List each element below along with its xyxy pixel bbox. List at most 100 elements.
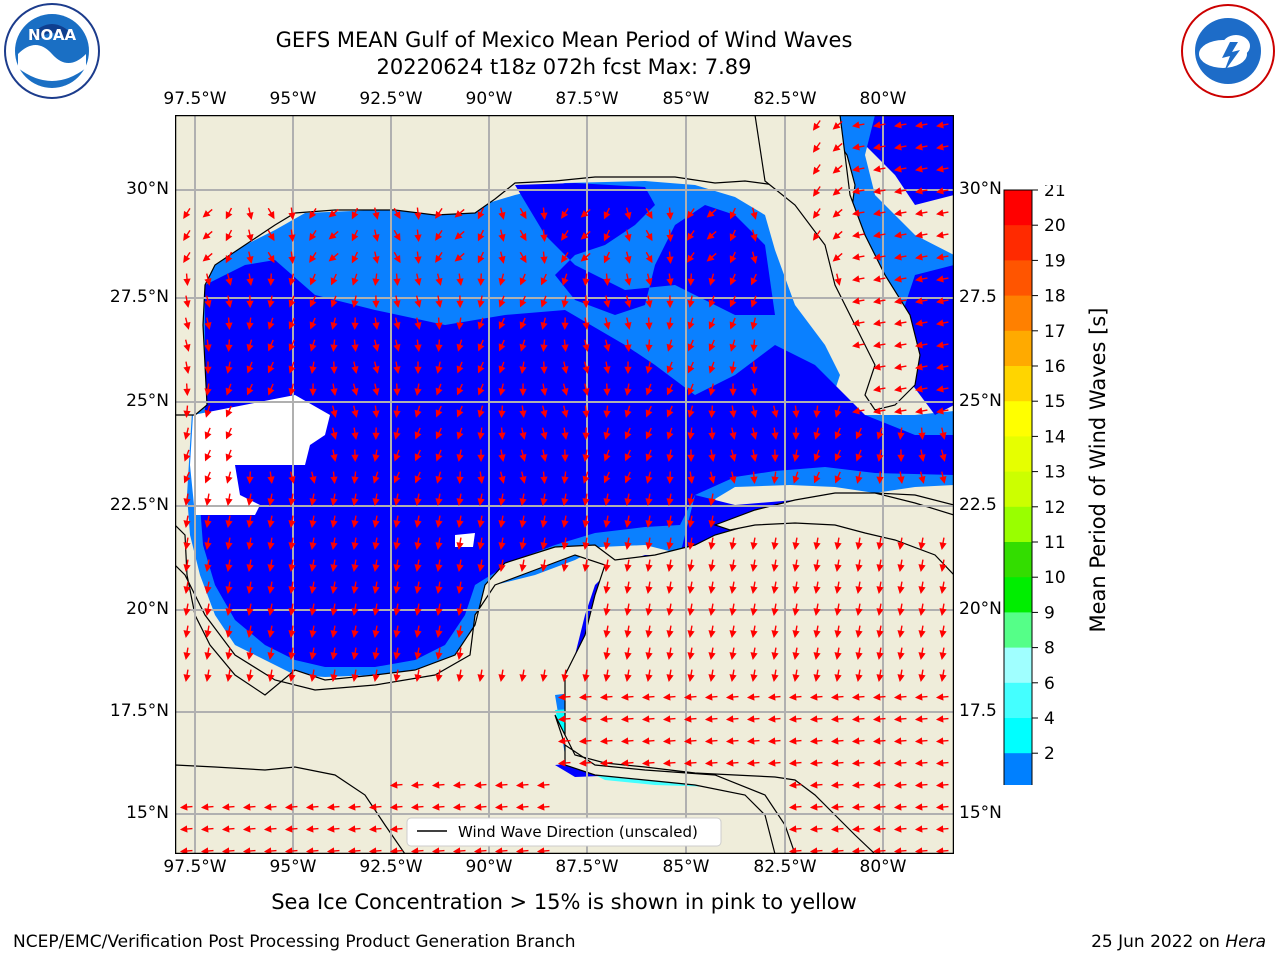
wind-arrow xyxy=(183,647,191,660)
wind-arrow xyxy=(725,693,739,701)
wind-arrow xyxy=(540,405,548,418)
wind-arrow xyxy=(225,273,233,286)
wind-arrow xyxy=(582,449,590,462)
wind-arrow xyxy=(536,803,550,811)
colorbar-cell xyxy=(1004,260,1032,297)
wind-arrow xyxy=(473,847,487,854)
wind-arrow xyxy=(225,295,233,308)
wind-arrow xyxy=(393,581,401,594)
lon-label-bottom: 92.5°W xyxy=(359,857,423,877)
wind-arrow xyxy=(624,361,632,375)
map-subtitle: 20220624 t18z 072h fcst Max: 7.89 xyxy=(376,55,752,79)
colorbar-tick-label: 9 xyxy=(1044,603,1055,623)
wind-arrow xyxy=(330,361,338,375)
wind-arrow xyxy=(204,559,212,572)
wind-arrow xyxy=(624,669,632,682)
wind-arrow xyxy=(834,405,842,418)
wind-arrow xyxy=(893,803,907,811)
colorbar-cell xyxy=(1004,647,1032,684)
wind-arrow xyxy=(326,803,340,811)
wind-arrow xyxy=(812,142,821,153)
wind-arrow xyxy=(540,251,548,265)
wind-arrow xyxy=(603,427,611,440)
wind-arrow xyxy=(454,208,465,218)
wind-arrow xyxy=(267,625,275,638)
wind-arrow xyxy=(936,209,949,217)
wind-arrow xyxy=(519,317,527,330)
wind-arrow xyxy=(704,693,718,701)
wind-arrow xyxy=(876,559,884,572)
wind-arrow xyxy=(915,275,928,283)
wind-arrow xyxy=(414,515,422,528)
wind-arrow xyxy=(641,737,655,745)
wind-arrow xyxy=(267,669,275,682)
wind-arrow xyxy=(288,361,296,374)
colorbar-cell xyxy=(1004,753,1032,785)
wind-arrow xyxy=(351,229,359,242)
wind-arrow xyxy=(477,537,485,550)
wind-arrow xyxy=(519,471,527,484)
wind-arrow xyxy=(708,559,716,572)
wind-arrow xyxy=(893,825,907,833)
wind-arrow xyxy=(813,537,821,550)
wind-arrow xyxy=(915,297,928,305)
wind-arrow xyxy=(915,209,928,217)
wind-arrow xyxy=(897,559,905,572)
wind-arrow xyxy=(580,230,591,240)
wind-arrow xyxy=(686,208,695,219)
wind-arrow xyxy=(687,405,695,418)
wind-arrow xyxy=(351,427,359,440)
wind-arrow xyxy=(603,383,611,397)
wind-arrow xyxy=(246,317,254,331)
wind-arrow xyxy=(876,427,884,440)
wind-arrow xyxy=(498,405,506,419)
lat-label-right: 15°N xyxy=(959,803,1002,823)
wind-arrow xyxy=(897,625,905,638)
wind-arrow xyxy=(788,803,802,811)
wind-arrow xyxy=(330,603,338,616)
wind-arrow xyxy=(225,603,233,616)
wind-arrow xyxy=(330,493,338,506)
wind-arrow xyxy=(221,825,235,833)
lat-label-left: 30°N xyxy=(126,179,169,199)
wind-arrow xyxy=(580,252,591,262)
wind-arrow xyxy=(935,693,949,701)
wind-arrow xyxy=(914,781,928,789)
wind-arrow xyxy=(834,427,842,440)
wind-arrow xyxy=(624,515,632,528)
wind-arrow xyxy=(456,493,464,506)
wind-arrow xyxy=(582,427,590,441)
wind-arrow xyxy=(288,603,296,616)
wind-arrow xyxy=(435,273,443,286)
wind-arrow xyxy=(666,339,674,352)
wind-arrow xyxy=(624,229,632,242)
wind-arrow xyxy=(603,273,611,287)
wind-arrow xyxy=(873,121,886,129)
wind-arrow xyxy=(750,273,758,286)
wind-arrow xyxy=(792,559,800,572)
wind-arrow xyxy=(393,207,401,220)
wind-arrow xyxy=(582,361,590,374)
wind-arrow xyxy=(939,647,947,660)
wind-arrow xyxy=(414,339,422,353)
wind-arrow xyxy=(918,427,926,441)
wind-arrow xyxy=(477,449,485,463)
wind-arrow xyxy=(372,603,380,616)
wind-arrow xyxy=(225,537,233,550)
wind-arrow xyxy=(666,537,674,550)
wind-arrow xyxy=(936,275,949,283)
wind-arrow xyxy=(666,471,674,485)
wind-arrow xyxy=(288,581,296,594)
wind-arrow xyxy=(494,803,508,811)
wind-arrow xyxy=(473,781,487,789)
lat-label-right: 17.5 xyxy=(959,701,997,721)
wind-arrow xyxy=(435,559,443,572)
wind-arrow xyxy=(767,693,781,701)
wind-arrow xyxy=(414,449,422,462)
wind-arrow xyxy=(309,339,317,352)
wind-arrow xyxy=(708,647,716,660)
wind-arrow xyxy=(372,361,380,374)
wind-arrow xyxy=(183,493,191,506)
wind-arrow xyxy=(603,647,611,660)
wind-arrow xyxy=(246,207,254,220)
